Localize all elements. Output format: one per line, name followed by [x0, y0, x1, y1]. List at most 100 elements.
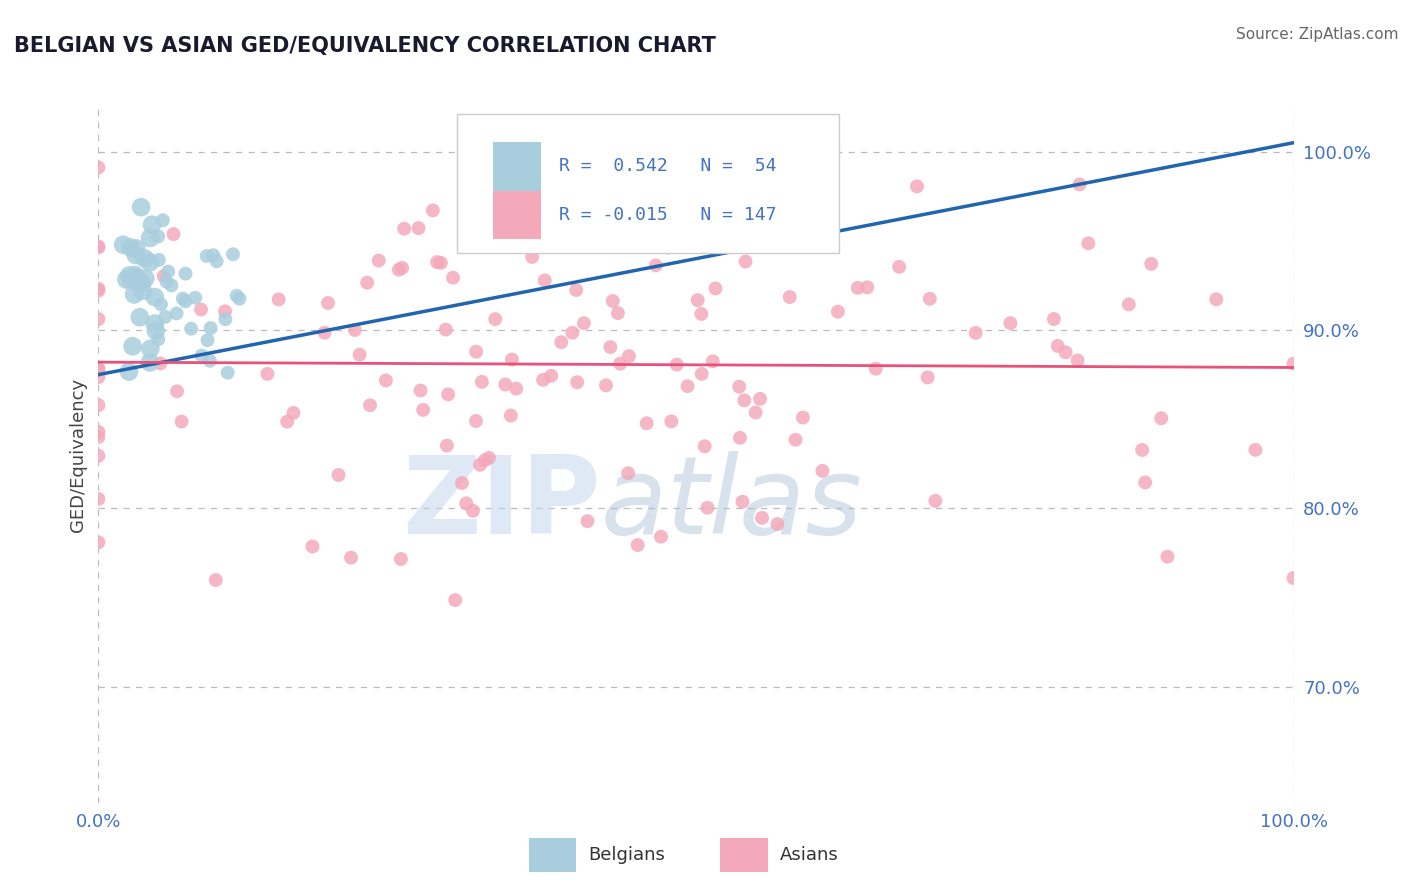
- Point: [160, 278, 183, 293]
- Point: [125, 275, 148, 289]
- Point: [392, 221, 415, 235]
- Point: [676, 379, 699, 393]
- Point: [690, 307, 713, 321]
- Point: [391, 260, 413, 275]
- Point: [865, 361, 887, 376]
- Point: [139, 355, 162, 369]
- Point: [484, 312, 506, 326]
- Point: [190, 349, 212, 363]
- Point: [166, 384, 188, 399]
- Point: [155, 310, 177, 324]
- Point: [87, 282, 110, 296]
- Bar: [529, 838, 576, 872]
- Point: [124, 268, 146, 282]
- Point: [444, 593, 467, 607]
- Point: [222, 247, 245, 261]
- Point: [599, 340, 621, 354]
- Point: [128, 310, 150, 325]
- Point: [856, 280, 879, 294]
- Point: [827, 304, 849, 318]
- Point: [87, 361, 110, 376]
- Point: [1282, 357, 1305, 371]
- Y-axis label: GED/Equivalency: GED/Equivalency: [69, 378, 87, 532]
- Point: [152, 213, 174, 227]
- Point: [887, 260, 910, 274]
- Point: [430, 256, 453, 270]
- Point: [1000, 316, 1022, 330]
- Point: [1156, 549, 1178, 564]
- Point: [118, 274, 141, 288]
- Point: [256, 367, 278, 381]
- Point: [328, 468, 350, 483]
- Point: [1244, 442, 1267, 457]
- Point: [389, 552, 412, 566]
- Point: [276, 415, 298, 429]
- Point: [565, 283, 588, 297]
- Point: [696, 500, 718, 515]
- Point: [148, 229, 170, 244]
- Point: [905, 179, 928, 194]
- Point: [547, 223, 569, 237]
- Text: R = -0.015   N = 147: R = -0.015 N = 147: [558, 206, 776, 224]
- Point: [540, 368, 562, 383]
- Point: [436, 439, 458, 453]
- Text: Source: ZipAtlas.com: Source: ZipAtlas.com: [1236, 27, 1399, 42]
- Point: [121, 339, 143, 353]
- Point: [1043, 312, 1066, 326]
- Point: [1046, 339, 1069, 353]
- Point: [1118, 297, 1140, 311]
- Point: [686, 293, 709, 308]
- Point: [87, 362, 110, 376]
- Point: [1140, 257, 1163, 271]
- Point: [148, 332, 170, 346]
- Point: [617, 349, 640, 363]
- Point: [1077, 236, 1099, 251]
- Point: [356, 276, 378, 290]
- Point: [118, 268, 141, 283]
- Point: [461, 504, 484, 518]
- Point: [412, 403, 434, 417]
- Point: [1054, 345, 1077, 359]
- Point: [731, 494, 754, 508]
- Point: [846, 281, 869, 295]
- Point: [924, 494, 946, 508]
- Point: [755, 227, 778, 242]
- Point: [197, 333, 219, 347]
- Point: [122, 287, 145, 301]
- Point: [301, 540, 323, 554]
- Point: [728, 431, 751, 445]
- Point: [1066, 353, 1088, 368]
- Point: [217, 366, 239, 380]
- Point: [349, 348, 371, 362]
- Point: [202, 248, 225, 262]
- Point: [184, 291, 207, 305]
- Point: [636, 417, 658, 431]
- Point: [157, 264, 180, 278]
- Point: [314, 326, 336, 340]
- Point: [343, 323, 366, 337]
- Bar: [494, 142, 541, 191]
- Point: [456, 496, 478, 510]
- Point: [200, 321, 222, 335]
- Point: [550, 335, 572, 350]
- Point: [367, 253, 389, 268]
- Point: [704, 281, 727, 295]
- Point: [917, 370, 939, 384]
- Text: Belgians: Belgians: [589, 846, 665, 864]
- Point: [965, 326, 987, 340]
- Point: [728, 380, 751, 394]
- Point: [749, 392, 772, 406]
- Point: [693, 439, 716, 453]
- Point: [174, 294, 197, 309]
- Point: [125, 248, 148, 262]
- Point: [785, 433, 807, 447]
- Point: [87, 239, 110, 253]
- Point: [150, 297, 173, 311]
- Point: [494, 377, 516, 392]
- Point: [779, 290, 801, 304]
- Point: [267, 293, 290, 307]
- Point: [533, 273, 555, 287]
- Point: [1282, 571, 1305, 585]
- Point: [87, 491, 110, 506]
- Point: [166, 306, 188, 320]
